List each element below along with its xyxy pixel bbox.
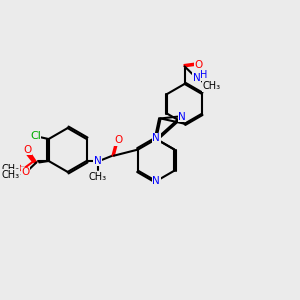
Text: O: O xyxy=(21,167,30,177)
Text: CH₃: CH₃ xyxy=(2,164,20,174)
Text: N: N xyxy=(152,176,160,186)
Text: O: O xyxy=(114,135,122,145)
Text: CH₃: CH₃ xyxy=(202,81,220,91)
Text: CH₃: CH₃ xyxy=(2,170,20,180)
Text: N: N xyxy=(94,156,102,166)
Text: H: H xyxy=(200,70,208,80)
Text: N: N xyxy=(152,134,160,143)
Text: Cl: Cl xyxy=(30,131,41,141)
Text: N: N xyxy=(178,112,186,122)
Text: O: O xyxy=(194,60,202,70)
Text: N: N xyxy=(193,73,201,83)
Text: O: O xyxy=(23,145,32,155)
Text: O: O xyxy=(13,164,21,174)
Text: CH₃: CH₃ xyxy=(89,172,107,182)
